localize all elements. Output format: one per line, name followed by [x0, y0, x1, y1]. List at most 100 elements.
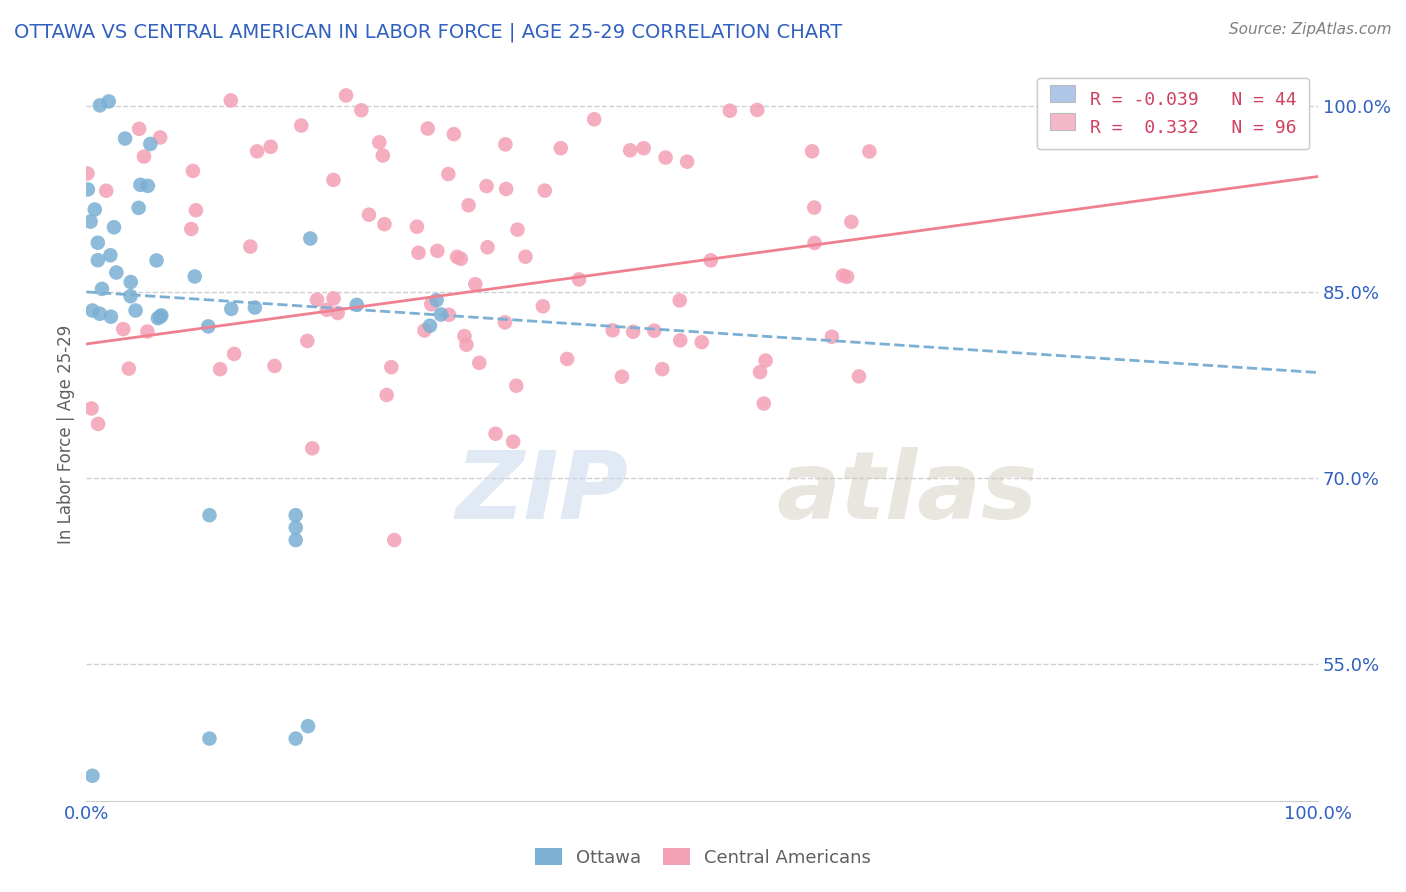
Point [502, 434, 524, 449]
Point [91, 282, 114, 296]
Point [181, 164, 204, 178]
Point [326, 306, 349, 320]
Point [350, 103, 373, 118]
Point [583, 112, 606, 127]
Text: OTTAWA VS CENTRAL AMERICAN IN LABOR FORCE | AGE 25-29 CORRELATION CHART: OTTAWA VS CENTRAL AMERICAN IN LABOR FORC… [14, 22, 842, 42]
Point [633, 141, 655, 155]
Point [219, 94, 242, 108]
Point [555, 351, 578, 366]
Point [284, 521, 307, 535]
Point [453, 329, 475, 343]
Text: Source: ZipAtlas.com: Source: ZipAtlas.com [1229, 22, 1392, 37]
Point [550, 141, 572, 155]
Point [430, 308, 453, 322]
Point [149, 130, 172, 145]
Point [105, 266, 128, 280]
Point [413, 323, 436, 337]
Point [419, 318, 441, 333]
Point [752, 396, 775, 410]
Point [124, 303, 146, 318]
Point [668, 293, 690, 308]
Point [97, 95, 120, 109]
Point [477, 240, 499, 254]
Point [437, 308, 460, 322]
Point [368, 136, 391, 150]
Point [79, 214, 101, 228]
Point [495, 182, 517, 196]
Point [243, 301, 266, 315]
Point [120, 289, 142, 303]
Point [198, 731, 221, 746]
Point [239, 239, 262, 253]
Point [89, 307, 111, 321]
Point [129, 178, 152, 192]
Point [82, 303, 104, 318]
Point [346, 298, 368, 312]
Point [284, 533, 307, 547]
Point [136, 325, 159, 339]
Point [643, 324, 665, 338]
Point [700, 253, 723, 268]
Y-axis label: In Labor Force | Age 25-29: In Labor Force | Age 25-29 [58, 325, 75, 544]
Point [139, 136, 162, 151]
Point [299, 231, 322, 245]
Point [335, 88, 357, 103]
Point [848, 369, 870, 384]
Point [284, 508, 307, 523]
Point [654, 151, 676, 165]
Point [98, 248, 121, 262]
Point [533, 184, 555, 198]
Point [373, 217, 395, 231]
Point [747, 103, 769, 117]
Point [803, 201, 825, 215]
Point [494, 315, 516, 329]
Point [835, 269, 858, 284]
Point [128, 201, 150, 215]
Point [315, 302, 337, 317]
Point [132, 150, 155, 164]
Point [284, 731, 307, 746]
Point [841, 215, 863, 229]
Point [198, 508, 221, 523]
Point [382, 533, 405, 547]
Point [100, 310, 122, 324]
Point [76, 166, 98, 180]
Point [619, 143, 641, 157]
Point [209, 362, 232, 376]
Point [371, 148, 394, 162]
Point [219, 301, 242, 316]
Point [297, 334, 319, 348]
Point [832, 268, 855, 283]
Point [749, 365, 772, 379]
Point [114, 131, 136, 145]
Point [96, 184, 118, 198]
Point [103, 220, 125, 235]
Point [89, 98, 111, 112]
Point [375, 388, 398, 402]
Point [426, 244, 449, 258]
Text: atlas: atlas [776, 447, 1038, 539]
Point [506, 222, 529, 236]
Point [676, 154, 699, 169]
Point [475, 179, 498, 194]
Point [450, 252, 472, 266]
Point [260, 140, 283, 154]
Point [184, 203, 207, 218]
Point [669, 334, 692, 348]
Point [76, 182, 98, 196]
Point [568, 272, 591, 286]
Point [801, 145, 824, 159]
Point [602, 323, 624, 337]
Point [755, 353, 778, 368]
Point [263, 359, 285, 373]
Point [180, 222, 202, 236]
Point [246, 145, 269, 159]
Point [803, 235, 825, 250]
Point [301, 442, 323, 456]
Point [718, 103, 741, 118]
Point [651, 362, 673, 376]
Point [690, 335, 713, 350]
Point [610, 369, 633, 384]
Point [149, 310, 172, 324]
Point [406, 219, 429, 234]
